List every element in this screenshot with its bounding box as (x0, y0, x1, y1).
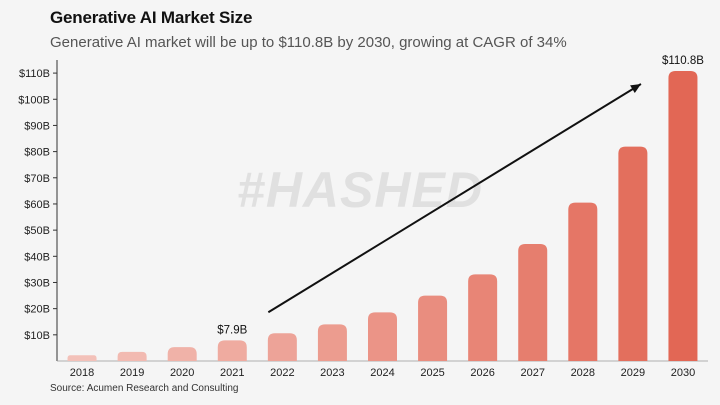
chart-subtitle: Generative AI market will be up to $110.… (50, 34, 567, 51)
y-tick-label: $70B (24, 173, 50, 185)
x-tick-label: 2024 (370, 367, 394, 379)
x-tick-label: 2020 (170, 367, 194, 379)
data-label-2030: $110.8B (662, 55, 704, 67)
bar-2024 (368, 312, 397, 361)
chart-title: Generative AI Market Size (50, 8, 253, 27)
bar-2028 (568, 202, 598, 361)
x-tick-label: 2023 (320, 367, 344, 379)
y-tick-label: $50B (24, 225, 50, 237)
x-tick-label: 2028 (571, 367, 595, 379)
data-label-2021: $7.9B (217, 324, 247, 336)
x-tick-label: 2021 (220, 367, 244, 379)
trend-arrow-head (630, 83, 641, 94)
y-tick-label: $40B (24, 251, 50, 263)
bar-2029 (618, 146, 648, 361)
y-tick-label: $90B (24, 120, 50, 132)
bar-2018 (67, 355, 97, 361)
bar-2022 (267, 333, 297, 361)
x-tick-label: 2029 (621, 367, 645, 379)
x-tick-label: 2022 (270, 367, 294, 379)
bar-2023 (317, 324, 347, 361)
x-tick-label: 2030 (671, 367, 695, 379)
x-tick-label: 2019 (120, 367, 144, 379)
x-tick-label: 2018 (70, 367, 94, 379)
bar-2020 (167, 347, 197, 361)
bar-2026 (468, 274, 498, 361)
bar-2027 (518, 244, 548, 361)
source-note: Source: Acumen Research and Consulting (50, 383, 239, 394)
bar-2019 (117, 351, 147, 361)
watermark-text: #HASHED (237, 162, 483, 218)
y-tick-label: $100B (18, 94, 50, 106)
y-tick-label: $10B (24, 330, 50, 342)
bar-2025 (418, 295, 448, 361)
x-tick-label: 2025 (420, 367, 444, 379)
y-tick-label: $60B (24, 199, 50, 211)
x-tick-label: 2027 (520, 367, 544, 379)
y-tick-label: $110B (19, 68, 50, 80)
x-tick-label: 2026 (470, 367, 494, 379)
y-tick-label: $20B (24, 304, 50, 316)
bar-2030 (668, 70, 698, 361)
bar-2021 (217, 340, 247, 361)
trend-arrow-line (267, 83, 642, 314)
y-tick-label: $30B (24, 277, 50, 289)
y-tick-label: $80B (24, 147, 50, 159)
